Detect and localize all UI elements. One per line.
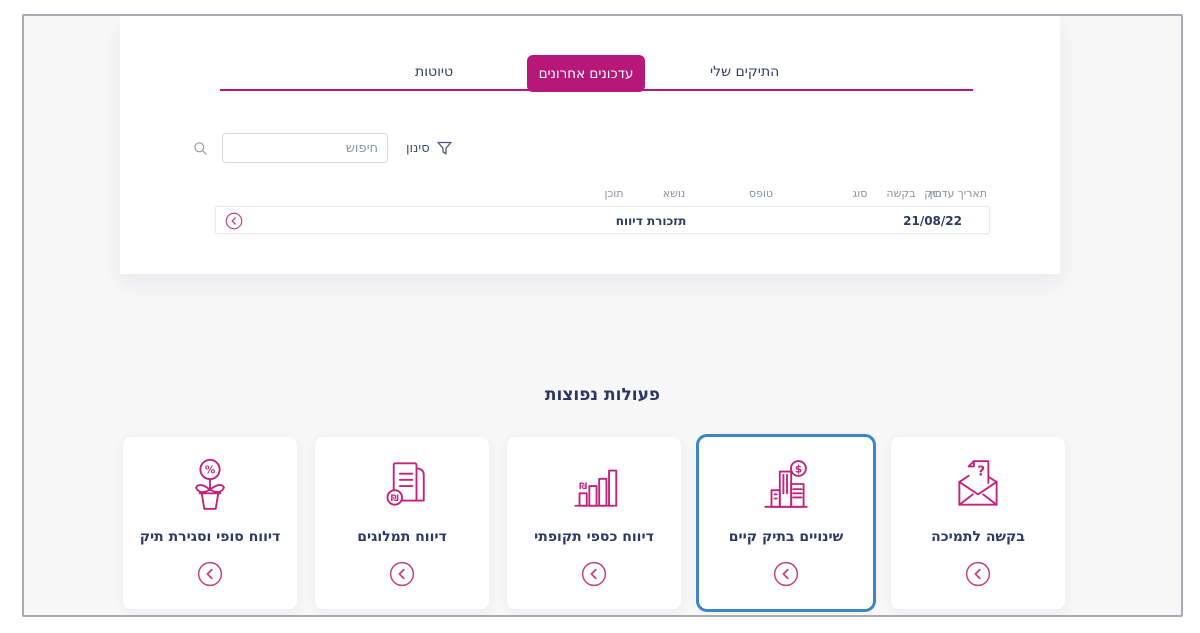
card-go-chevron-button[interactable] <box>773 561 799 587</box>
column-header-subject: נושא <box>662 187 686 200</box>
card-go-chevron-button[interactable] <box>389 561 415 587</box>
page-frame: התיקים שלי עדכונים אחרונים טיוטות סינון <box>22 14 1183 617</box>
tab-recent-updates[interactable]: עדכונים אחרונים <box>527 55 645 92</box>
svg-text:₪: ₪ <box>391 494 399 504</box>
card-label: בקשה לתמיכה <box>931 529 1025 545</box>
bar-chart-shekel-icon: ₪ <box>565 453 623 515</box>
column-header-content: תוכן <box>604 187 624 200</box>
plant-percent-icon: % <box>181 453 239 515</box>
row-update-date: 21/08/22 <box>903 214 962 228</box>
card-label: דיווח סופי וסגירת תיק <box>139 529 281 545</box>
card-label: דיווח תמלוגים <box>357 529 447 545</box>
building-dollar-icon: $ <box>757 453 815 515</box>
row-open-chevron-button[interactable] <box>225 212 243 230</box>
svg-text:?: ? <box>977 465 985 480</box>
card-label: דיווח כספי תקופתי <box>534 529 654 545</box>
column-header-type: סוג <box>852 187 868 200</box>
search-input[interactable] <box>208 140 378 156</box>
filter-funnel-icon <box>436 140 453 157</box>
tab-drafts[interactable]: טיוטות <box>415 64 454 80</box>
column-header-request: בקשה <box>886 187 916 200</box>
envelope-question-icon: ? <box>949 453 1007 515</box>
svg-text:$: $ <box>795 464 802 476</box>
column-header-file: תיק <box>924 187 942 200</box>
common-actions-title: פעולות נפוצות <box>544 385 661 405</box>
card-periodic-financial-report[interactable]: ₪ דיווח כספי תקופתי <box>507 437 681 609</box>
tabs-underline <box>220 89 973 91</box>
column-header-form: טופס <box>748 187 774 200</box>
filter-button[interactable]: סינון <box>406 133 453 163</box>
column-header-update-date: תאריך עדכון <box>929 187 987 200</box>
card-royalties-report[interactable]: ₪ דיווח תמלוגים <box>315 437 489 609</box>
search-box[interactable] <box>194 133 388 163</box>
card-go-chevron-button[interactable] <box>197 561 223 587</box>
document-shekel-icon: ₪ <box>373 453 431 515</box>
row-subject: תזכורת דיווח <box>615 214 687 228</box>
tab-my-files[interactable]: התיקים שלי <box>710 64 780 80</box>
action-cards: ? בקשה לתמיכה <box>123 434 1065 612</box>
card-final-report-close-file[interactable]: % דיווח סופי וסגירת תיק <box>123 437 297 609</box>
svg-text:₪: ₪ <box>579 482 587 492</box>
card-go-chevron-button[interactable] <box>965 561 991 587</box>
search-icon <box>193 141 208 156</box>
card-label: שינויים בתיק קיים <box>728 529 844 545</box>
svg-text:%: % <box>205 465 216 477</box>
card-changes-existing-file[interactable]: $ שינויים בתיק קיים <box>696 434 876 612</box>
card-go-chevron-button[interactable] <box>581 561 607 587</box>
card-support-request[interactable]: ? בקשה לתמיכה <box>891 437 1065 609</box>
filter-label: סינון <box>406 140 430 156</box>
updates-panel: התיקים שלי עדכונים אחרונים טיוטות סינון <box>120 16 1060 274</box>
table-row[interactable]: 21/08/22 תזכורת דיווח <box>215 206 990 234</box>
